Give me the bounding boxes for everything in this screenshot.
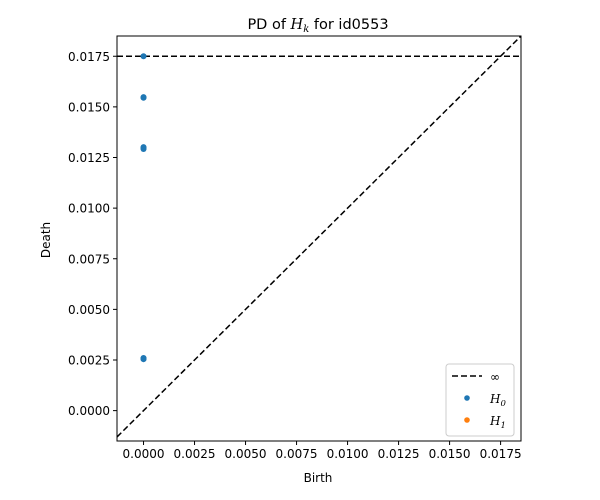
y-tick-label: 0.0100 (68, 202, 110, 216)
point-h0 (140, 94, 147, 101)
legend-h1-label: H1 (489, 414, 506, 431)
point-h0 (140, 53, 147, 60)
y-tick-label: 0.0025 (68, 354, 110, 368)
legend-box (445, 363, 515, 437)
y-tick-label: 0.0125 (68, 151, 110, 165)
legend-h0-swatch (464, 395, 470, 401)
x-axis-label: Birth (304, 471, 333, 485)
y-axis-label: Death (39, 222, 53, 258)
x-tick-label: 0.0025 (174, 447, 216, 461)
legend-h1-swatch (464, 417, 470, 423)
x-tick-label: 0.0125 (378, 447, 420, 461)
x-tick-label: 0.0075 (276, 447, 318, 461)
x-tick-label: 0.0050 (225, 447, 267, 461)
y-tick-label: 0.0000 (68, 404, 110, 418)
x-axis-ticks: 0.0000 0.0025 0.0050 0.0075 0.0100 0.0125 0.01… (123, 441, 522, 461)
data-points (140, 53, 147, 363)
point-h0 (140, 144, 147, 151)
y-axis-ticks: 0.0000 0.0025 0.0050 0.0075 0.0100 0.0125 0.01… (68, 50, 117, 418)
x-tick-label: 0.0000 (123, 447, 165, 461)
axes-frame (116, 35, 522, 442)
diagonal-line (116, 35, 522, 438)
y-tick-label: 0.0050 (68, 303, 110, 317)
point-h0 (140, 354, 147, 361)
y-tick-label: 0.0175 (68, 50, 110, 64)
reference-lines (116, 35, 522, 438)
y-tick-label: 0.0075 (68, 252, 110, 266)
plot-area (116, 35, 522, 442)
legend-infinity-label: ∞ (490, 370, 500, 384)
legend-h0-label: H0 (489, 392, 506, 409)
x-tick-label: 0.0150 (429, 447, 471, 461)
x-tick-label: 0.0175 (480, 447, 522, 461)
x-tick-label: 0.0100 (327, 447, 369, 461)
y-tick-label: 0.0150 (68, 100, 110, 114)
legend: ∞ H0 H1 (445, 363, 515, 437)
chart-title: PD of Hk for id0553 (247, 17, 388, 35)
